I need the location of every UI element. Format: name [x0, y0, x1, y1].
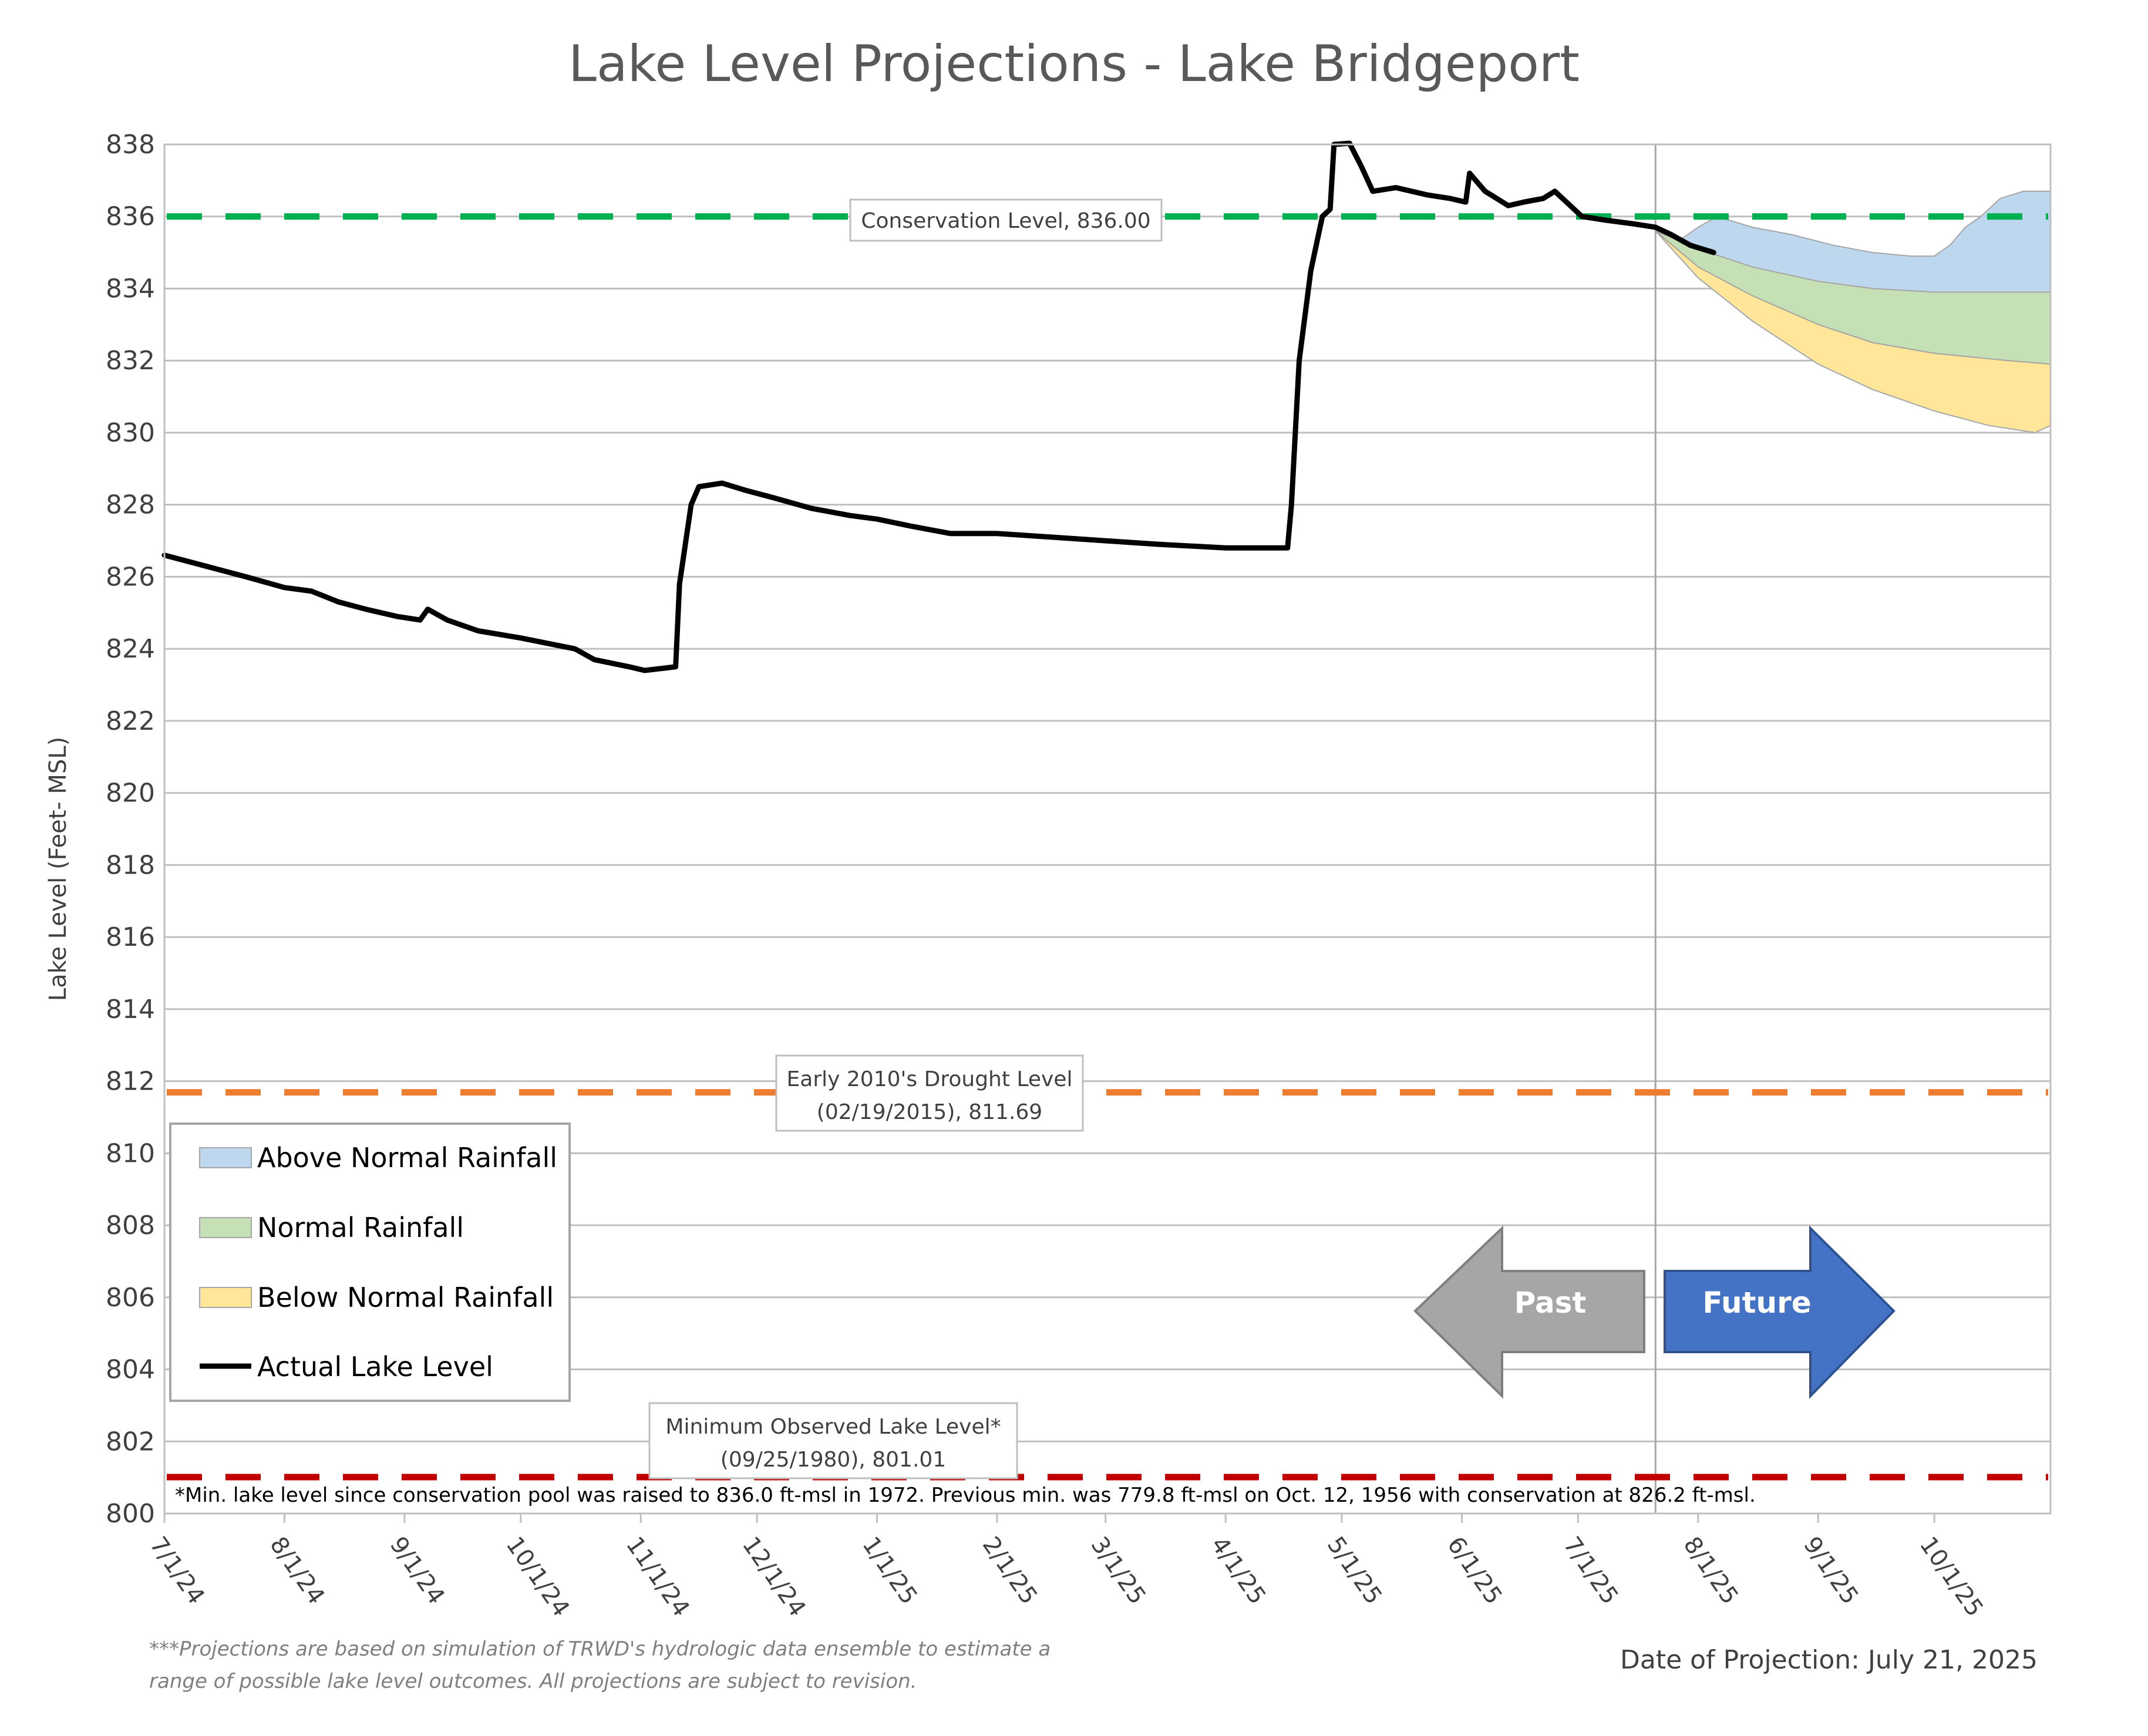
past-arrow-shape	[1413, 1225, 1645, 1399]
y-tick-label-832: 832	[106, 346, 155, 376]
legend-swatch-below-normal	[199, 1287, 252, 1308]
chart-title: Lake Level Projections - Lake Bridgeport	[568, 35, 1580, 93]
y-tick-label-810: 810	[106, 1138, 155, 1168]
minimum-level-label-line-2: (09/25/1980), 801.01	[721, 1448, 946, 1472]
legend-label-normal: Normal Rainfall	[257, 1212, 464, 1243]
future-arrow-label: Future	[1702, 1286, 1811, 1320]
y-tick-label-802: 802	[106, 1427, 155, 1457]
legend: Above Normal Rainfall Normal Rainfall Be…	[169, 1122, 571, 1402]
minimum-level-callout: Minimum Observed Lake Level* (09/25/1980…	[648, 1402, 1018, 1479]
legend-label-actual-level: Actual Lake Level	[257, 1351, 493, 1383]
drought-level-label-line-1: Early 2010's Drought Level	[787, 1067, 1073, 1091]
legend-label-above-normal: Above Normal Rainfall	[257, 1142, 557, 1174]
actual-lake-level-line	[161, 140, 1716, 673]
future-arrow: Future	[1664, 1225, 1896, 1399]
y-tick-label-806: 806	[106, 1283, 155, 1313]
y-tick-label-822: 822	[106, 706, 155, 736]
y-tick-label-808: 808	[106, 1211, 155, 1241]
y-tick-label-824: 824	[106, 634, 155, 664]
legend-swatch-normal	[199, 1217, 252, 1238]
conservation-level-label: Conservation Level, 836.00	[861, 209, 1150, 233]
projection-footnote-line-1: ***Projections are based on simulation o…	[149, 1637, 1051, 1661]
projection-date: Date of Projection: July 21, 2025	[1620, 1645, 2038, 1675]
y-tick-label-820: 820	[106, 778, 155, 808]
y-tick-label-836: 836	[106, 202, 155, 232]
drought-level-callout: Early 2010's Drought Level (02/19/2015),…	[775, 1054, 1084, 1132]
y-tick-label-838: 838	[106, 130, 155, 160]
legend-swatch-above-normal	[199, 1147, 252, 1168]
y-tick-label-812: 812	[106, 1067, 155, 1097]
legend-box	[169, 1122, 571, 1402]
future-arrow-shape	[1664, 1225, 1896, 1399]
projection-bands	[1655, 190, 2051, 433]
y-tick-label-814: 814	[106, 995, 155, 1024]
minimum-level-note: *Min. lake level since conservation pool…	[175, 1484, 1756, 1507]
projection-footnote-line-2: range of possible lake level outcomes. A…	[149, 1670, 917, 1693]
y-tick-label-816: 816	[106, 922, 155, 952]
plot-area-frame	[163, 143, 2052, 1515]
y-axis-ticks: 800 802 804 806 808 810 812 814 816 818 820 822 824 8…	[106, 130, 155, 1529]
past-arrow-label: Past	[1514, 1286, 1587, 1320]
past-arrow: Past	[1413, 1225, 1645, 1399]
y-tick-label-834: 834	[106, 274, 155, 304]
conservation-level-callout: Conservation Level, 836.00	[849, 198, 1163, 242]
legend-label-below-normal: Below Normal Rainfall	[257, 1282, 554, 1313]
y-axis-title: Lake Level (Feet- MSL)	[45, 737, 72, 1001]
y-tick-label-800: 800	[106, 1499, 155, 1529]
drought-level-label-line-2: (02/19/2015), 811.69	[817, 1100, 1042, 1124]
y-tick-label-804: 804	[106, 1355, 155, 1385]
y-tick-label-828: 828	[106, 490, 155, 520]
y-tick-label-830: 830	[106, 418, 155, 448]
minimum-level-label-line-1: Minimum Observed Lake Level*	[665, 1415, 1001, 1439]
y-tick-label-818: 818	[106, 850, 155, 880]
y-tick-label-826: 826	[106, 562, 155, 592]
